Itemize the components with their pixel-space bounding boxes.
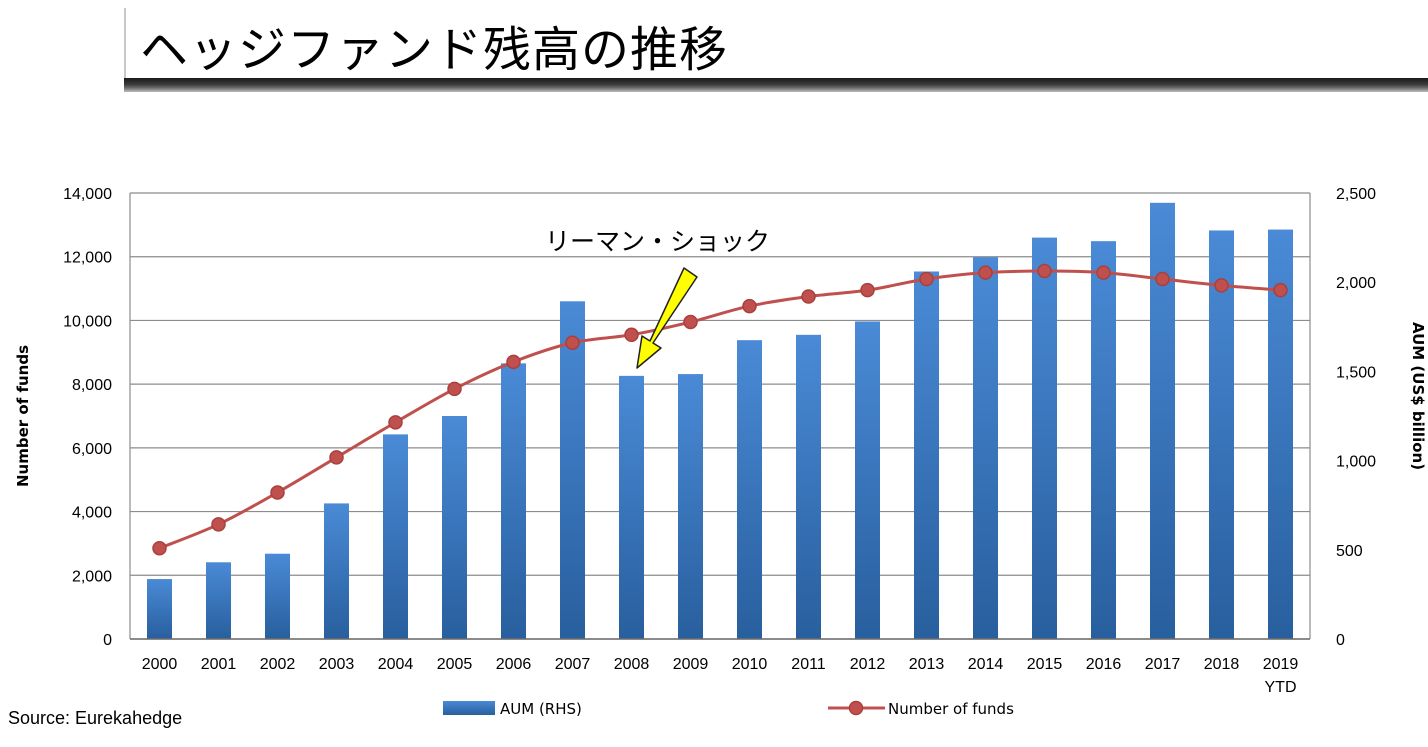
y-left-tick-label: 12,000: [63, 250, 112, 267]
y-left-tick-label: 4,000: [72, 505, 112, 522]
y-right-tick-label: 0: [1336, 632, 1345, 649]
y-left-tick-label: 2,000: [72, 568, 112, 585]
funds-point: [742, 298, 757, 314]
aum-bar: [973, 257, 998, 639]
x-tick-label: 2009: [673, 656, 709, 673]
x-tick-label: 2003: [319, 656, 355, 673]
aum-bar: [855, 321, 880, 639]
aum-bar: [914, 271, 939, 639]
x-tick-label: 2005: [437, 656, 473, 673]
aum-bar: [1091, 241, 1116, 639]
aum-bar: [324, 503, 349, 639]
funds-point: [860, 282, 875, 298]
funds-point: [506, 354, 521, 370]
y-right-tick-label: 1,500: [1336, 364, 1376, 381]
aum-bar: [1032, 237, 1057, 639]
funds-point: [801, 289, 816, 304]
funds-point: [1273, 282, 1288, 298]
aum-bar: [206, 562, 231, 639]
title-underline-bar: [124, 78, 1428, 92]
x-tick-label: 2014: [968, 656, 1004, 673]
source-note: Source: Eurekahedge: [8, 708, 183, 728]
y-right-tick-label: 500: [1336, 543, 1363, 560]
page-title: ヘッジファンド残高の推移: [140, 22, 729, 78]
funds-point: [624, 327, 639, 343]
aum-bar: [1268, 229, 1293, 639]
funds-point: [211, 517, 226, 532]
funds-point: [1037, 263, 1052, 279]
aum-bar: [442, 416, 467, 639]
funds-point: [447, 381, 462, 397]
y-right-tick-label: 2,000: [1336, 275, 1376, 292]
x-tick-label: 2015: [1027, 656, 1063, 673]
aum-bar: [383, 434, 408, 639]
x-tick-label: 2011: [791, 656, 826, 673]
x-tick-label: 2008: [614, 656, 650, 673]
x-tick-label: 2017: [1145, 656, 1181, 673]
aum-bars: [147, 202, 1293, 640]
x-tick-label: 2016: [1086, 656, 1122, 673]
legend-swatch-funds-marker: [848, 700, 864, 716]
y-left-tick-label: 10,000: [63, 313, 112, 330]
x-tick-label: 2001: [201, 656, 237, 673]
aum-bar: [619, 375, 644, 639]
y-right-axis-title: AUM (US$ billion): [1409, 322, 1427, 470]
x-tick-label: 2007: [555, 656, 591, 673]
title-left-rule: [124, 8, 126, 80]
y-right-tick-label: 1,000: [1336, 454, 1376, 471]
axes: 0 2,000 4,000 6,000 8,000 10,000 12,000 14,000 0…: [14, 186, 1427, 696]
legend-label-funds: Number of funds: [888, 700, 1014, 718]
funds-point: [270, 485, 285, 500]
x-tick-label: 2006: [496, 656, 532, 673]
aum-bar: [1209, 230, 1234, 640]
x-tick-label: 2000: [142, 656, 178, 673]
y-left-tick-label: 6,000: [72, 441, 112, 458]
x-tick-label: 2012: [850, 656, 886, 673]
aum-bar: [796, 334, 821, 639]
funds-point: [683, 314, 698, 330]
lehman-annotation: リーマン・ショック: [545, 227, 770, 369]
y-right-tick-label: 2,500: [1336, 186, 1376, 203]
aum-bar: [678, 374, 703, 639]
funds-point: [1096, 265, 1111, 280]
y-left-tick-label: 0: [103, 632, 112, 649]
x-tick-label: 2019: [1263, 656, 1299, 673]
funds-line: [152, 263, 1288, 556]
gridlines: [130, 192, 1310, 640]
funds-point: [919, 271, 934, 287]
x-tick-label: 2018: [1204, 656, 1240, 673]
x-tick-label: 2013: [909, 656, 945, 673]
y-left-axis-title: Number of funds: [14, 345, 32, 487]
funds-point: [1155, 271, 1170, 287]
funds-point: [978, 265, 993, 280]
annotation-arrow: [636, 267, 698, 369]
funds-point: [329, 450, 344, 465]
aum-bar: [560, 301, 585, 639]
x-tick-label: 2002: [260, 656, 296, 673]
y-left-tick-label: 14,000: [63, 186, 112, 203]
y-left-tick-label: 8,000: [72, 377, 112, 394]
legend: AUM (RHS) Number of funds: [443, 700, 1014, 718]
aum-bar: [1150, 202, 1175, 639]
aum-bar: [501, 363, 526, 639]
annotation-text: リーマン・ショック: [545, 227, 770, 256]
x-tick-sublabel: YTD: [1265, 679, 1297, 696]
funds-point: [152, 540, 167, 556]
legend-swatch-aum: [443, 701, 495, 715]
legend-label-aum: AUM (RHS): [500, 700, 582, 718]
x-tick-label: 2004: [378, 656, 414, 673]
aum-bar: [147, 579, 172, 639]
aum-bar: [737, 340, 762, 639]
aum-bar: [265, 553, 290, 639]
x-tick-label: 2010: [732, 656, 768, 673]
funds-point: [388, 415, 403, 430]
funds-point: [1214, 278, 1229, 293]
funds-point: [565, 335, 580, 350]
title-area: ヘッジファンド残高の推移: [124, 0, 1428, 96]
